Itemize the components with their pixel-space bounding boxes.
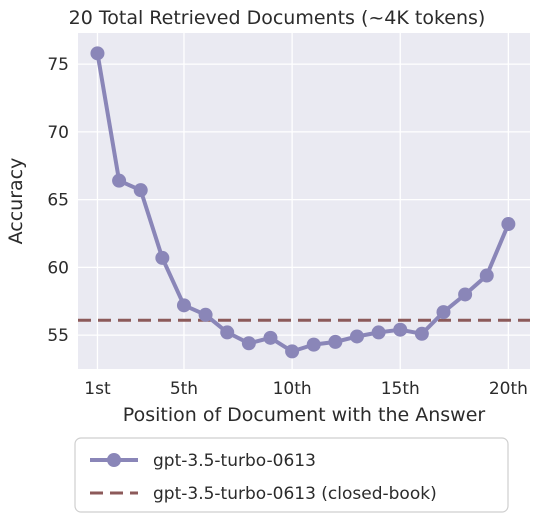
data-point-14 bbox=[371, 325, 386, 340]
grid-lines bbox=[78, 33, 530, 369]
data-point-15 bbox=[393, 322, 408, 337]
data-point-13 bbox=[349, 329, 364, 344]
x-tick-label: 20th bbox=[489, 379, 528, 399]
data-point-12 bbox=[328, 334, 343, 349]
data-point-8 bbox=[241, 336, 256, 351]
plot-area bbox=[78, 33, 530, 369]
data-point-2 bbox=[112, 173, 127, 188]
data-point-17 bbox=[436, 305, 451, 320]
data-point-11 bbox=[306, 337, 321, 352]
y-tick-label: 55 bbox=[47, 326, 69, 346]
y-tick-label: 60 bbox=[47, 258, 69, 278]
x-tick-labels: 1st 5th 10th 15th 20th bbox=[84, 379, 528, 399]
data-point-16 bbox=[414, 326, 429, 341]
data-point-19 bbox=[479, 268, 494, 283]
data-point-6 bbox=[198, 307, 213, 322]
chart-title: 20 Total Retrieved Documents (~4K tokens… bbox=[69, 7, 486, 29]
y-axis-label: Accuracy bbox=[5, 158, 27, 245]
data-point-10 bbox=[285, 344, 300, 359]
x-tick-label: 5th bbox=[170, 379, 198, 399]
y-tick-label: 70 bbox=[47, 123, 69, 143]
legend: gpt-3.5-turbo-0613 gpt-3.5-turbo-0613 (c… bbox=[74, 437, 509, 513]
legend-label-series: gpt-3.5-turbo-0613 bbox=[153, 451, 316, 471]
x-axis-label: Position of Document with the Answer bbox=[123, 404, 486, 426]
data-point-9 bbox=[263, 330, 278, 345]
data-point-7 bbox=[220, 325, 235, 340]
legend-label-closed-book: gpt-3.5-turbo-0613 (closed-book) bbox=[153, 484, 437, 504]
y-tick-label: 75 bbox=[47, 55, 69, 75]
data-point-4 bbox=[155, 250, 170, 265]
data-point-18 bbox=[458, 287, 473, 302]
data-point-3 bbox=[133, 183, 148, 198]
y-tick-labels: 55 60 65 70 75 bbox=[47, 55, 69, 346]
legend-swatch-marker bbox=[107, 453, 121, 467]
y-tick-label: 65 bbox=[47, 191, 69, 211]
legend-frame bbox=[74, 437, 509, 513]
data-point-20 bbox=[501, 217, 516, 232]
x-tick-label: 1st bbox=[84, 379, 111, 399]
series-points bbox=[90, 46, 516, 359]
x-tick-label: 15th bbox=[381, 379, 420, 399]
data-point-1 bbox=[90, 46, 105, 61]
x-tick-label: 10th bbox=[273, 379, 312, 399]
data-point-5 bbox=[176, 298, 191, 313]
